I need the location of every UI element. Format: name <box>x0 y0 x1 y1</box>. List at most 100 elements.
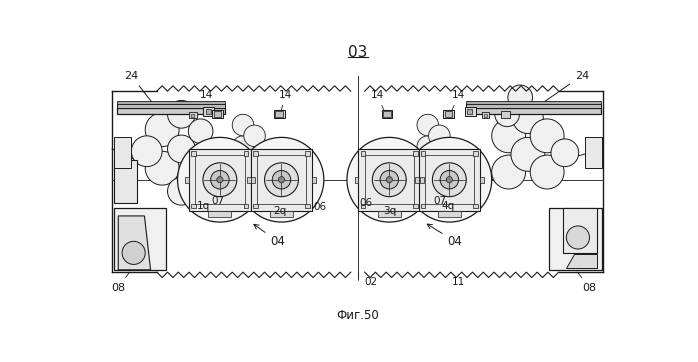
Text: 08: 08 <box>577 272 597 292</box>
Circle shape <box>217 177 223 183</box>
Circle shape <box>511 138 545 171</box>
Bar <box>185 177 189 183</box>
Bar <box>355 177 359 183</box>
Circle shape <box>272 171 291 189</box>
Bar <box>420 177 424 183</box>
Text: 03: 03 <box>348 45 367 60</box>
Circle shape <box>168 177 195 205</box>
Circle shape <box>347 138 431 222</box>
Circle shape <box>232 136 254 157</box>
Polygon shape <box>118 216 151 270</box>
Bar <box>419 149 480 211</box>
Bar <box>189 149 251 211</box>
Circle shape <box>168 135 195 163</box>
Circle shape <box>530 119 564 153</box>
Circle shape <box>122 241 145 264</box>
Circle shape <box>265 163 299 197</box>
Circle shape <box>566 226 590 249</box>
Circle shape <box>491 155 526 189</box>
Bar <box>482 112 489 118</box>
Bar <box>378 211 401 217</box>
Text: Фиг.50: Фиг.50 <box>336 309 379 322</box>
Bar <box>195 155 244 205</box>
Circle shape <box>417 114 438 136</box>
Circle shape <box>239 138 324 222</box>
Bar <box>359 149 420 211</box>
Text: 08: 08 <box>111 272 130 292</box>
Text: 24: 24 <box>535 71 589 108</box>
Bar <box>473 203 478 208</box>
Circle shape <box>407 138 491 222</box>
Bar <box>383 111 391 117</box>
Circle shape <box>188 119 213 144</box>
Bar <box>563 208 597 253</box>
Circle shape <box>380 171 399 189</box>
Bar <box>305 203 310 208</box>
Text: 04: 04 <box>254 224 285 248</box>
Bar <box>421 151 426 156</box>
Bar <box>467 109 472 114</box>
Circle shape <box>177 138 262 222</box>
Bar <box>466 101 601 104</box>
Bar <box>244 151 248 156</box>
Bar <box>480 177 484 183</box>
Bar <box>473 151 478 156</box>
Bar <box>257 155 306 205</box>
Bar <box>208 211 232 217</box>
Circle shape <box>433 163 466 197</box>
Circle shape <box>131 136 162 167</box>
Text: 07: 07 <box>211 195 225 206</box>
Bar <box>117 101 225 104</box>
Text: 1q: 1q <box>196 201 209 211</box>
Bar <box>443 110 454 118</box>
Circle shape <box>232 114 254 136</box>
Bar <box>275 111 283 117</box>
Bar <box>484 114 487 117</box>
Bar <box>415 177 419 183</box>
Circle shape <box>530 155 564 189</box>
Bar <box>214 111 221 117</box>
Circle shape <box>491 119 526 153</box>
Text: 2q: 2q <box>274 206 287 215</box>
Circle shape <box>508 85 533 110</box>
Bar <box>117 108 225 114</box>
Bar <box>270 211 293 217</box>
Circle shape <box>417 136 438 157</box>
Bar <box>501 111 510 118</box>
Bar <box>305 151 310 156</box>
Text: 04: 04 <box>427 224 462 248</box>
Bar <box>206 109 211 114</box>
Circle shape <box>203 163 237 197</box>
Bar <box>421 203 426 208</box>
Circle shape <box>372 163 406 197</box>
Bar <box>549 208 602 270</box>
Circle shape <box>211 171 229 189</box>
Bar <box>466 104 601 108</box>
Bar <box>191 203 196 208</box>
Bar <box>189 112 197 118</box>
Bar <box>465 106 475 116</box>
Bar <box>253 151 258 156</box>
Text: 4q: 4q <box>441 201 454 211</box>
Bar <box>466 108 601 114</box>
Text: 14: 14 <box>450 90 466 115</box>
Bar <box>247 177 251 183</box>
Bar <box>274 110 285 118</box>
Bar <box>244 203 248 208</box>
Text: 06: 06 <box>359 198 373 208</box>
Bar <box>203 106 214 116</box>
Circle shape <box>168 100 195 128</box>
Text: 14: 14 <box>200 90 216 115</box>
Bar <box>413 151 418 156</box>
Text: 11: 11 <box>452 277 466 287</box>
Bar <box>114 138 131 168</box>
Bar <box>445 111 452 117</box>
Text: 07: 07 <box>433 195 447 206</box>
Text: 24: 24 <box>124 71 156 108</box>
Bar <box>382 110 392 118</box>
Circle shape <box>244 125 265 147</box>
Text: 14: 14 <box>279 90 292 114</box>
Bar <box>413 203 418 208</box>
Bar <box>191 114 195 117</box>
Text: 06: 06 <box>313 202 327 212</box>
